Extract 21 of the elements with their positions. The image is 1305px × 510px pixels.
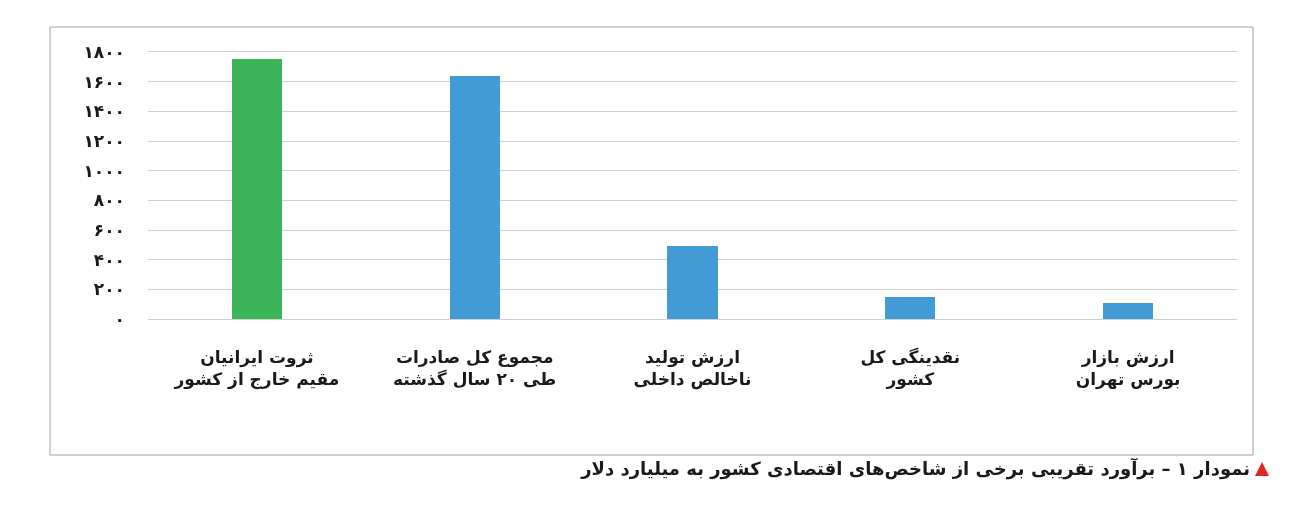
x-tick-label: ثروت ایرانیان مقیم خارج از کشور — [173, 346, 340, 390]
x-tick-label: مجموع کل صادرات طی ۲۰ سال گذشته — [393, 346, 557, 389]
y-tick-label: ۱۶۰۰ — [83, 71, 125, 92]
y-tick-label: ۰ — [114, 308, 125, 329]
y-tick-label: ۱۸۰۰ — [83, 41, 125, 62]
bar — [667, 246, 718, 319]
y-tick-label: ۸۰۰ — [93, 190, 125, 211]
bar — [885, 297, 935, 319]
bar — [450, 76, 500, 319]
y-tick-label: ۲۰۰ — [93, 279, 125, 300]
y-tick-label: ۱۲۰۰ — [83, 130, 125, 151]
text: نمودار ۱ – برآورد تقریبی برخی از شاخص‌های اقتصادی کشور به میلیارد دلار — [580, 457, 1250, 481]
y-tick-label: ۶۰۰ — [93, 219, 125, 240]
y-tick-label: ۴۰۰ — [93, 249, 125, 270]
y-tick-label: ۱۰۰۰ — [83, 160, 125, 181]
bar — [1103, 303, 1153, 319]
bar — [232, 59, 282, 319]
x-tick-label: نقدینگی کل کشور — [860, 346, 961, 390]
y-tick-label: ۱۴۰۰ — [83, 101, 125, 122]
x-tick-label: ارزش تولید ناخالص داخلی — [633, 346, 752, 390]
x-tick-label: ارزش بازار بورس تهران — [1075, 346, 1181, 390]
